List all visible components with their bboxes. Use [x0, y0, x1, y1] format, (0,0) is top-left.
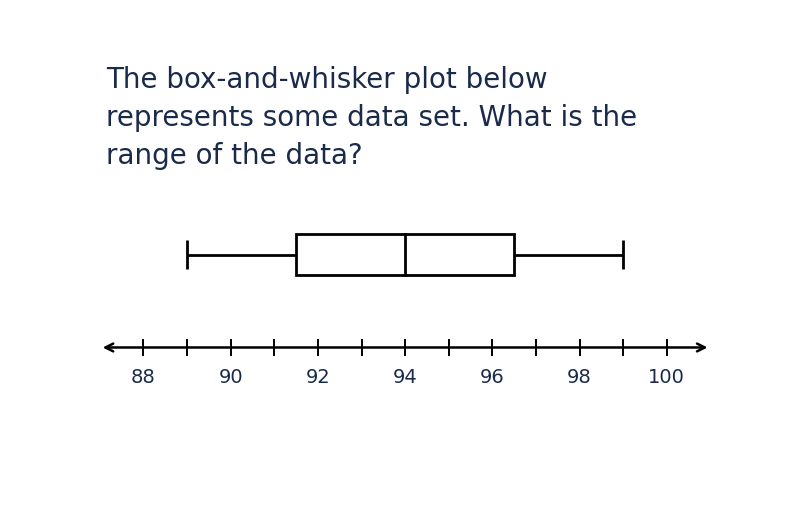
Text: The box-and-whisker plot below 
represents some data set. What is the 
range of : The box-and-whisker plot below represent…: [106, 67, 646, 170]
Bar: [296, 234, 514, 276]
Text: 88: 88: [131, 368, 156, 387]
Text: 96: 96: [480, 368, 505, 387]
Text: 94: 94: [393, 368, 418, 387]
Text: 98: 98: [567, 368, 592, 387]
Text: 100: 100: [648, 368, 686, 387]
Text: 92: 92: [305, 368, 330, 387]
Text: 90: 90: [218, 368, 243, 387]
